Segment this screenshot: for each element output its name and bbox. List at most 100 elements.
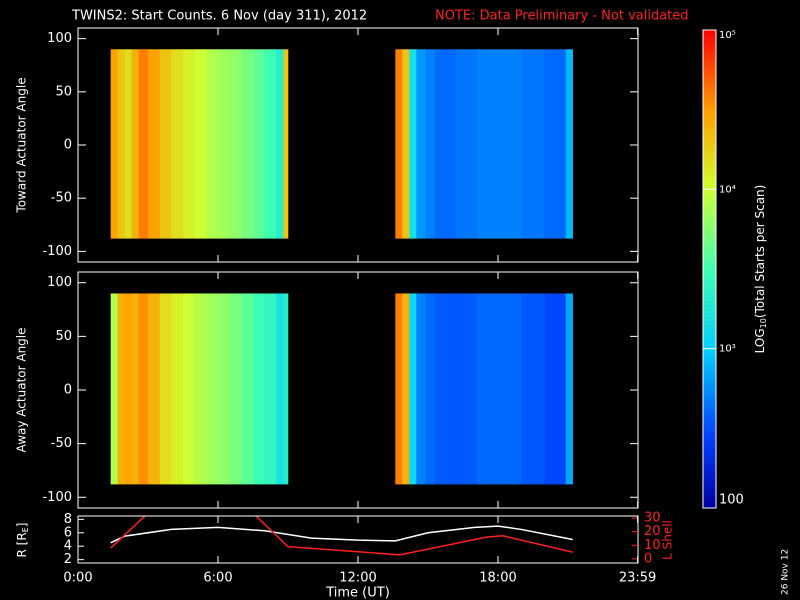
y-tick-label: -50 xyxy=(51,436,72,451)
colorbar-step xyxy=(703,133,716,138)
colorbar-step xyxy=(703,312,716,318)
colorbar-step xyxy=(703,61,716,67)
colorbar-step xyxy=(703,89,716,95)
heat-cell xyxy=(456,49,478,239)
colorbar-step xyxy=(703,57,716,63)
y-axis-label: Away Actuator Angle xyxy=(15,327,29,452)
y2-tick-label: 0 xyxy=(644,551,652,566)
colorbar-step xyxy=(703,376,716,381)
colorbar-step xyxy=(703,93,716,99)
colorbar-step xyxy=(703,296,716,302)
colorbar-step xyxy=(703,304,716,310)
colorbar-step xyxy=(703,420,716,425)
heat-cell xyxy=(565,49,573,239)
colorbar-step xyxy=(703,380,716,385)
y-tick-label: 0 xyxy=(64,138,72,153)
colorbar-step xyxy=(703,97,716,102)
y2-tick-label: 30 xyxy=(644,511,661,526)
colorbar-step xyxy=(703,197,716,202)
colorbar-step xyxy=(703,503,716,509)
colorbar-step xyxy=(703,264,716,270)
colorbar-step xyxy=(703,356,716,361)
heat-cell xyxy=(183,293,195,485)
y-tick-label: -100 xyxy=(42,244,72,259)
colorbar-step xyxy=(703,173,716,178)
colorbar-step xyxy=(703,161,716,166)
colorbar-step xyxy=(703,236,716,242)
colorbar-step xyxy=(703,181,716,186)
note: NOTE: Data Preliminary - Not validated xyxy=(435,9,689,24)
heat-cell xyxy=(171,49,184,239)
heat-cell xyxy=(409,49,417,239)
heat-cell xyxy=(416,293,426,485)
series-line xyxy=(110,525,573,544)
heat-cell xyxy=(194,293,207,485)
colorbar-step xyxy=(703,443,716,449)
heat-cell xyxy=(435,293,457,485)
colorbar-step xyxy=(703,436,716,441)
y-axis-label-part: ] xyxy=(15,523,29,528)
colorbar-step xyxy=(703,344,716,349)
colorbar-step xyxy=(703,260,716,266)
colorbar-step xyxy=(703,220,716,226)
heat-cell xyxy=(521,293,545,485)
colorbar-step xyxy=(703,276,716,282)
colorbar-step xyxy=(703,400,716,405)
heat-cell xyxy=(283,49,289,239)
heat-cell xyxy=(148,49,160,239)
colorbar-step xyxy=(703,193,716,198)
heat-cell xyxy=(264,49,277,239)
colorbar-step xyxy=(703,467,716,473)
colorbar-step xyxy=(703,29,716,35)
colorbar-step xyxy=(703,340,716,345)
colorbar-step xyxy=(703,169,716,174)
colorbar-step xyxy=(703,292,716,298)
heat-cell xyxy=(264,293,277,485)
y-tick-label: 8 xyxy=(64,512,72,527)
heat-cell xyxy=(283,293,289,485)
colorbar-step xyxy=(703,348,716,353)
colorbar-step xyxy=(703,459,716,465)
colorbar-step xyxy=(703,372,716,377)
heat-cell xyxy=(435,49,457,239)
colorbar-step xyxy=(703,447,716,453)
colorbar-step xyxy=(703,316,716,322)
colorbar-step xyxy=(703,224,716,230)
colorbar-step xyxy=(703,81,716,87)
colorbar-step xyxy=(703,392,716,397)
colorbar-step xyxy=(703,165,716,170)
colorbar-step xyxy=(703,212,716,218)
x-tick-label: 0:00 xyxy=(63,571,92,586)
colorbar-tick-label: 100 xyxy=(719,493,744,508)
colorbar-step xyxy=(703,428,716,433)
heat-cell xyxy=(241,49,254,239)
colorbar-step xyxy=(703,65,716,71)
heat-cell xyxy=(171,293,184,485)
colorbar-step xyxy=(703,73,716,79)
colorbar-step xyxy=(703,141,716,146)
colorbar-step xyxy=(703,189,716,194)
colorbar-step xyxy=(703,109,716,114)
series-line xyxy=(110,516,573,556)
x-tick-label: 6:00 xyxy=(203,571,232,586)
colorbar-step xyxy=(703,232,716,238)
colorbar-step xyxy=(703,352,716,357)
y-axis-label-part: R [R xyxy=(15,532,29,557)
heat-cell xyxy=(229,293,242,485)
heat-cell xyxy=(229,49,242,239)
colorbar-step xyxy=(703,200,716,206)
colorbar-step xyxy=(703,49,716,55)
colorbar-label-part: 10 xyxy=(759,318,768,328)
heat-cell xyxy=(131,49,139,239)
colorbar-step xyxy=(703,248,716,254)
heat-cell xyxy=(477,49,499,239)
chart-title: TWINS2: Start Counts. 6 Nov (day 311), 2… xyxy=(71,9,367,24)
colorbar-step xyxy=(703,129,716,134)
colorbar-step xyxy=(703,177,716,182)
heat-cell xyxy=(276,293,284,485)
y2-tick-label: 20 xyxy=(644,524,661,539)
colorbar-step xyxy=(703,268,716,274)
colorbar-step xyxy=(703,272,716,278)
colorbar-step xyxy=(703,320,716,326)
heat-cell xyxy=(117,293,125,485)
